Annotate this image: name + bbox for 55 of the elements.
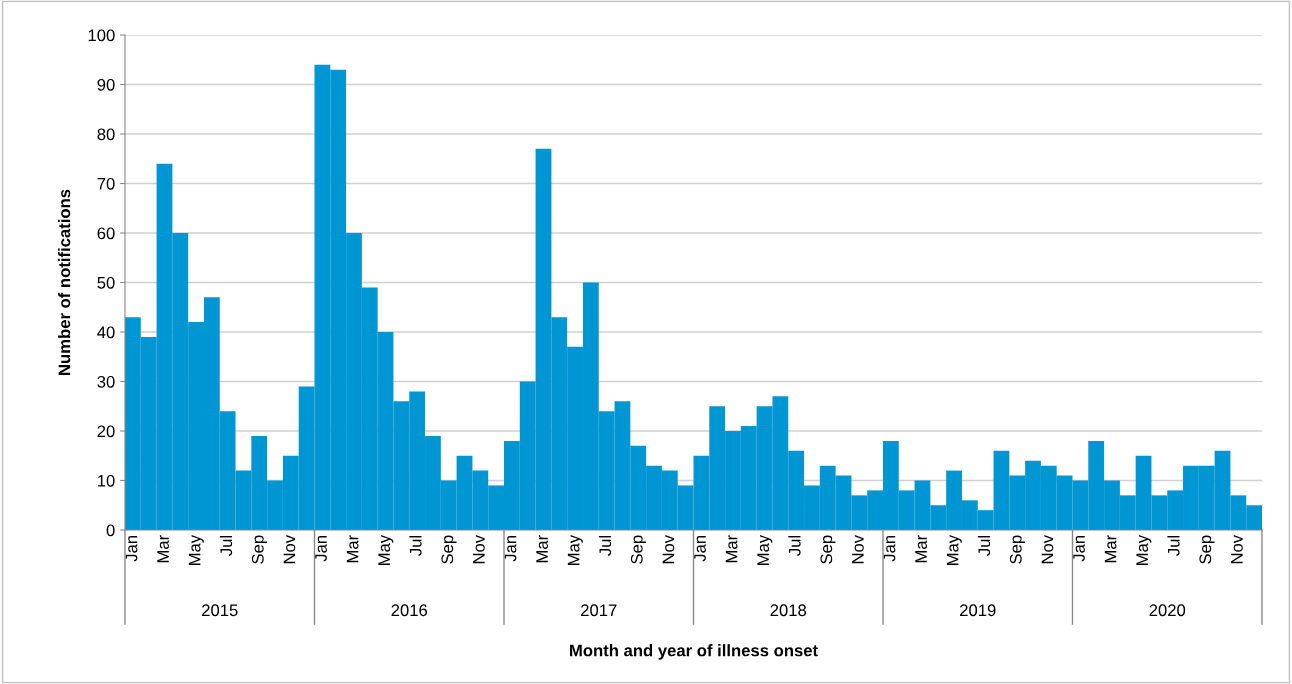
x-tick-label: Jan xyxy=(125,535,138,562)
x-tick-label: Nov xyxy=(662,534,675,564)
y-tick-label: 70 xyxy=(97,177,115,190)
x-tick-label: Sep xyxy=(441,535,457,564)
x-tick-label: Mar xyxy=(915,535,927,563)
y-tick-label: 90 xyxy=(97,78,115,91)
x-tick-label: Sep xyxy=(1009,535,1025,564)
x-tick-label: Jan xyxy=(694,535,706,562)
x-tick-label: Jul xyxy=(598,535,612,556)
x-tick-label: May xyxy=(378,534,394,565)
y-tick-label: 0 xyxy=(106,524,115,537)
x-tick-label: Mar xyxy=(346,535,359,563)
text: 2015 xyxy=(202,604,238,617)
text: 2017 xyxy=(581,604,617,617)
text: 2018 xyxy=(770,604,807,617)
x-tick-label: Sep xyxy=(630,535,646,564)
x-tick-label: Sep xyxy=(1199,535,1215,564)
x-tick-label: May xyxy=(188,534,204,565)
x-tick-label: Sep xyxy=(820,535,836,564)
x-tick-label: May xyxy=(946,534,962,565)
x-tick-label: Jul xyxy=(219,535,233,556)
x-tick-label: Jan xyxy=(1073,535,1085,562)
x-tick-label: Jul xyxy=(1167,535,1180,556)
x-tick-label: May xyxy=(1136,534,1152,565)
y-tick-label: 40 xyxy=(97,326,115,339)
y-tick-label: 60 xyxy=(97,227,115,240)
y-tick-label: 100 xyxy=(88,29,115,42)
x-tick-label: Mar xyxy=(725,535,738,563)
x-tick-label: Nov xyxy=(1231,534,1243,564)
x-tick-label: Nov xyxy=(852,534,864,564)
text: 2020 xyxy=(1149,604,1186,617)
y-tick-label: 20 xyxy=(97,425,115,438)
x-tick-label: Mar xyxy=(157,535,169,563)
text: 2019 xyxy=(960,604,996,617)
y-axis-title: Number of notifications xyxy=(58,189,71,375)
x-tick-label: May xyxy=(567,534,583,565)
x-tick-label: Jan xyxy=(504,535,517,562)
y-tick-label: 10 xyxy=(98,474,115,487)
x-tick-label: Jan xyxy=(315,535,327,562)
x-tick-label: Sep xyxy=(251,535,267,564)
x-tick-label: Nov xyxy=(283,534,296,564)
x-tick-label: Jul xyxy=(409,535,422,556)
x-tick-label: Mar xyxy=(1104,535,1117,563)
x-tick-label: Nov xyxy=(1041,534,1054,564)
y-tick-label: 80 xyxy=(97,128,115,141)
y-tick-label: 30 xyxy=(97,375,115,388)
x-tick-label: Mar xyxy=(536,535,548,563)
y-tick-label: 50 xyxy=(97,276,115,289)
x-tick-label: Jul xyxy=(788,535,801,556)
x-axis-title: Month and year of illness onset xyxy=(570,644,818,660)
x-tick-label: May xyxy=(757,534,773,565)
x-tick-label: Jan xyxy=(883,535,896,562)
x-tick-label: Jul xyxy=(977,535,991,556)
text: 2016 xyxy=(391,604,428,617)
x-tick-label: Nov xyxy=(473,534,485,564)
